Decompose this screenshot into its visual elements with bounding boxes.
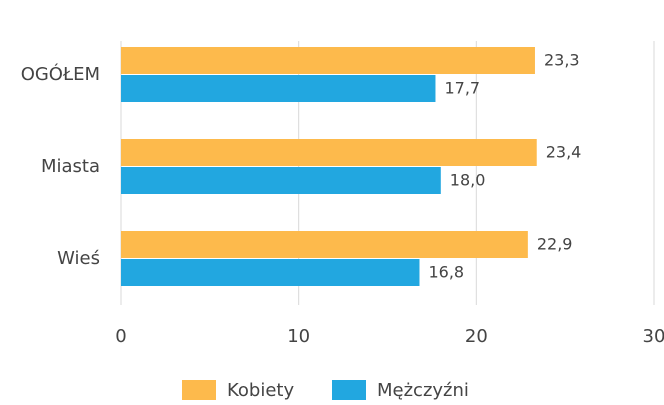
bar — [121, 47, 535, 74]
y-tick-label: Wieś — [57, 248, 100, 269]
value-label: 23,4 — [546, 143, 582, 162]
bar — [121, 259, 420, 286]
y-tick-label: Miasta — [41, 156, 100, 177]
x-tick-label: 20 — [465, 326, 488, 347]
value-label: 17,7 — [444, 79, 480, 98]
x-tick-label: 10 — [287, 326, 310, 347]
bar — [121, 167, 441, 194]
value-label: 18,0 — [450, 171, 486, 190]
bar — [121, 75, 436, 102]
value-label: 23,3 — [544, 51, 580, 70]
bar — [121, 139, 537, 166]
legend-swatch — [182, 380, 216, 400]
legend-label: Mężczyźni — [377, 380, 469, 401]
x-tick-label: 30 — [643, 326, 664, 347]
bar — [121, 231, 528, 258]
x-tick-label: 0 — [115, 326, 126, 347]
value-label: 16,8 — [428, 263, 464, 282]
value-label: 22,9 — [537, 235, 573, 254]
y-tick-label: OGÓŁEM — [21, 63, 100, 85]
legend-swatch — [332, 380, 366, 400]
legend-label: Kobiety — [227, 380, 294, 401]
